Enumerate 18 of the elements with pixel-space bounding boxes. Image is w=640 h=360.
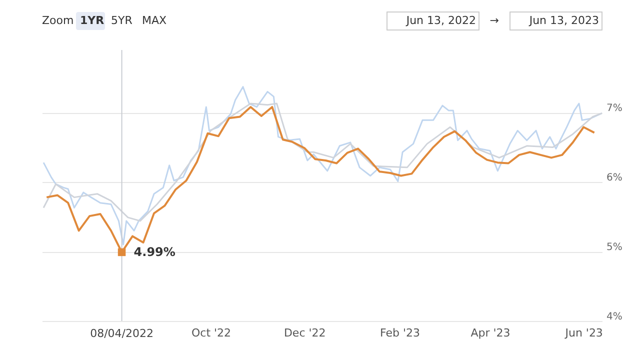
x-tick-label: Feb '23 — [380, 326, 420, 340]
text: Jun 13, 2022 — [405, 14, 476, 27]
x-tick-label: Apr '23 — [470, 326, 510, 340]
ref-line-label: 08/04/2022 — [90, 327, 154, 340]
text: Zoom — [42, 14, 74, 27]
text: 5YR — [111, 14, 133, 27]
x-tick-label: Dec '22 — [284, 326, 326, 340]
x-tick-label: Oct '22 — [191, 326, 232, 340]
text: Jun 13, 2023 — [528, 14, 599, 27]
y-tick-label: 4% — [606, 312, 622, 322]
annotation: 4.99% — [134, 245, 176, 260]
y-tick-label: 7% — [606, 103, 622, 114]
text: → — [490, 14, 499, 27]
text: 1YR — [80, 14, 105, 27]
y-tick-label: 6% — [606, 172, 622, 184]
x-tick-label: Jun '23 — [564, 326, 603, 340]
text: MAX — [142, 14, 168, 27]
y-tick-label: 5% — [606, 242, 622, 254]
